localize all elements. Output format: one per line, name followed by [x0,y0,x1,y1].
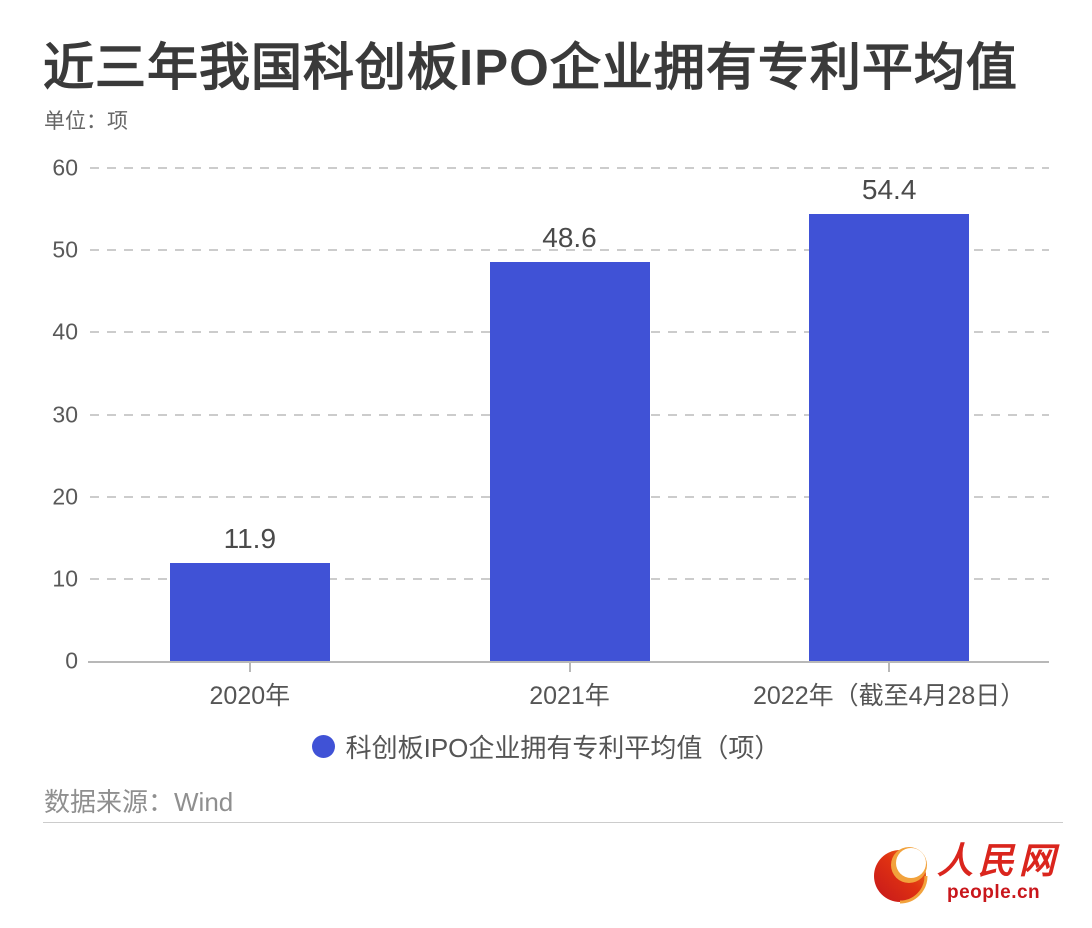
bar-value-label: 54.4 [861,174,917,205]
chart-title: 近三年我国科创板IPO企业拥有专利平均值 [43,39,1018,96]
x-axis-line [88,661,1049,663]
people-cn-logo-text: 人民网 people.cn [936,841,1060,904]
y-axis-label: 40 [52,318,78,345]
y-axis-label: 30 [52,401,78,427]
people-cn-swirl-icon [873,847,928,904]
y-axis-label: 20 [52,483,78,510]
x-axis-label: 2020年 [209,682,291,710]
people-cn-logo-en-text: people.cn [946,881,1041,903]
x-axis-label: 2021年 [529,682,610,710]
x-axis-tick [248,663,251,672]
footer-divider [43,822,1063,823]
y-axis-label: 60 [52,154,78,181]
gridline [90,167,1049,169]
people-cn-logo-cn-text: 人民网 [936,841,1060,881]
y-axis-label: 50 [52,236,78,263]
y-axis-label: 0 [65,647,78,674]
bar-value-label: 11.9 [223,523,277,555]
legend: 科创板IPO企业拥有专利平均值（项） [0,728,1092,765]
bar [809,214,970,661]
people-cn-logo: 人民网 people.cn [873,841,1060,905]
x-axis-tick [568,663,571,672]
legend-label: 科创板IPO企业拥有专利平均值（项） [345,733,781,763]
gridline [90,249,1049,252]
x-axis-tick [888,663,891,672]
x-axis-label: 2022年（截至4月28日） [752,682,1026,710]
bar [489,261,650,661]
bar [169,563,330,661]
unit-label: 单位：项 [44,110,128,133]
bar-value-label: 48.6 [542,221,597,253]
data-source-label: 数据来源：Wind [44,787,234,817]
y-axis-label: 10 [52,565,78,592]
legend-marker-dot-icon [311,735,335,758]
